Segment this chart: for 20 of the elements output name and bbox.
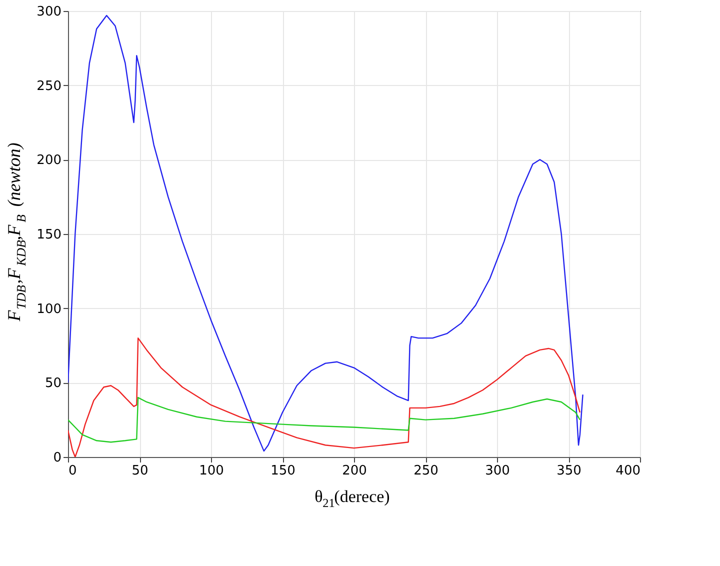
line-series bbox=[68, 396, 581, 443]
y-tick-label: 150 bbox=[36, 228, 62, 242]
x-tick-label: 100 bbox=[199, 464, 224, 478]
y-tick-label: 0 bbox=[53, 450, 62, 466]
line-series bbox=[68, 337, 581, 457]
x-tick-label: 300 bbox=[485, 464, 510, 478]
y-axis-title: FTDB,FKDB,FB (newton) bbox=[4, 142, 28, 322]
y-tick-label: 100 bbox=[36, 302, 62, 317]
y-tick-label: 50 bbox=[44, 376, 62, 392]
x-tick-label: 0 bbox=[68, 464, 77, 478]
x-tick-label: 50 bbox=[132, 464, 148, 478]
y-tick-label: 250 bbox=[36, 78, 62, 94]
x-tick-label: 400 bbox=[616, 464, 640, 478]
y-tick-label: 300 bbox=[36, 4, 62, 20]
line-series bbox=[68, 14, 584, 452]
y-tick-label: 200 bbox=[36, 153, 62, 168]
x-tick-label: 200 bbox=[342, 464, 367, 478]
x-tick-label: 350 bbox=[556, 464, 582, 478]
x-tick-label: 250 bbox=[414, 464, 438, 478]
x-tick-label: 150 bbox=[270, 464, 296, 478]
